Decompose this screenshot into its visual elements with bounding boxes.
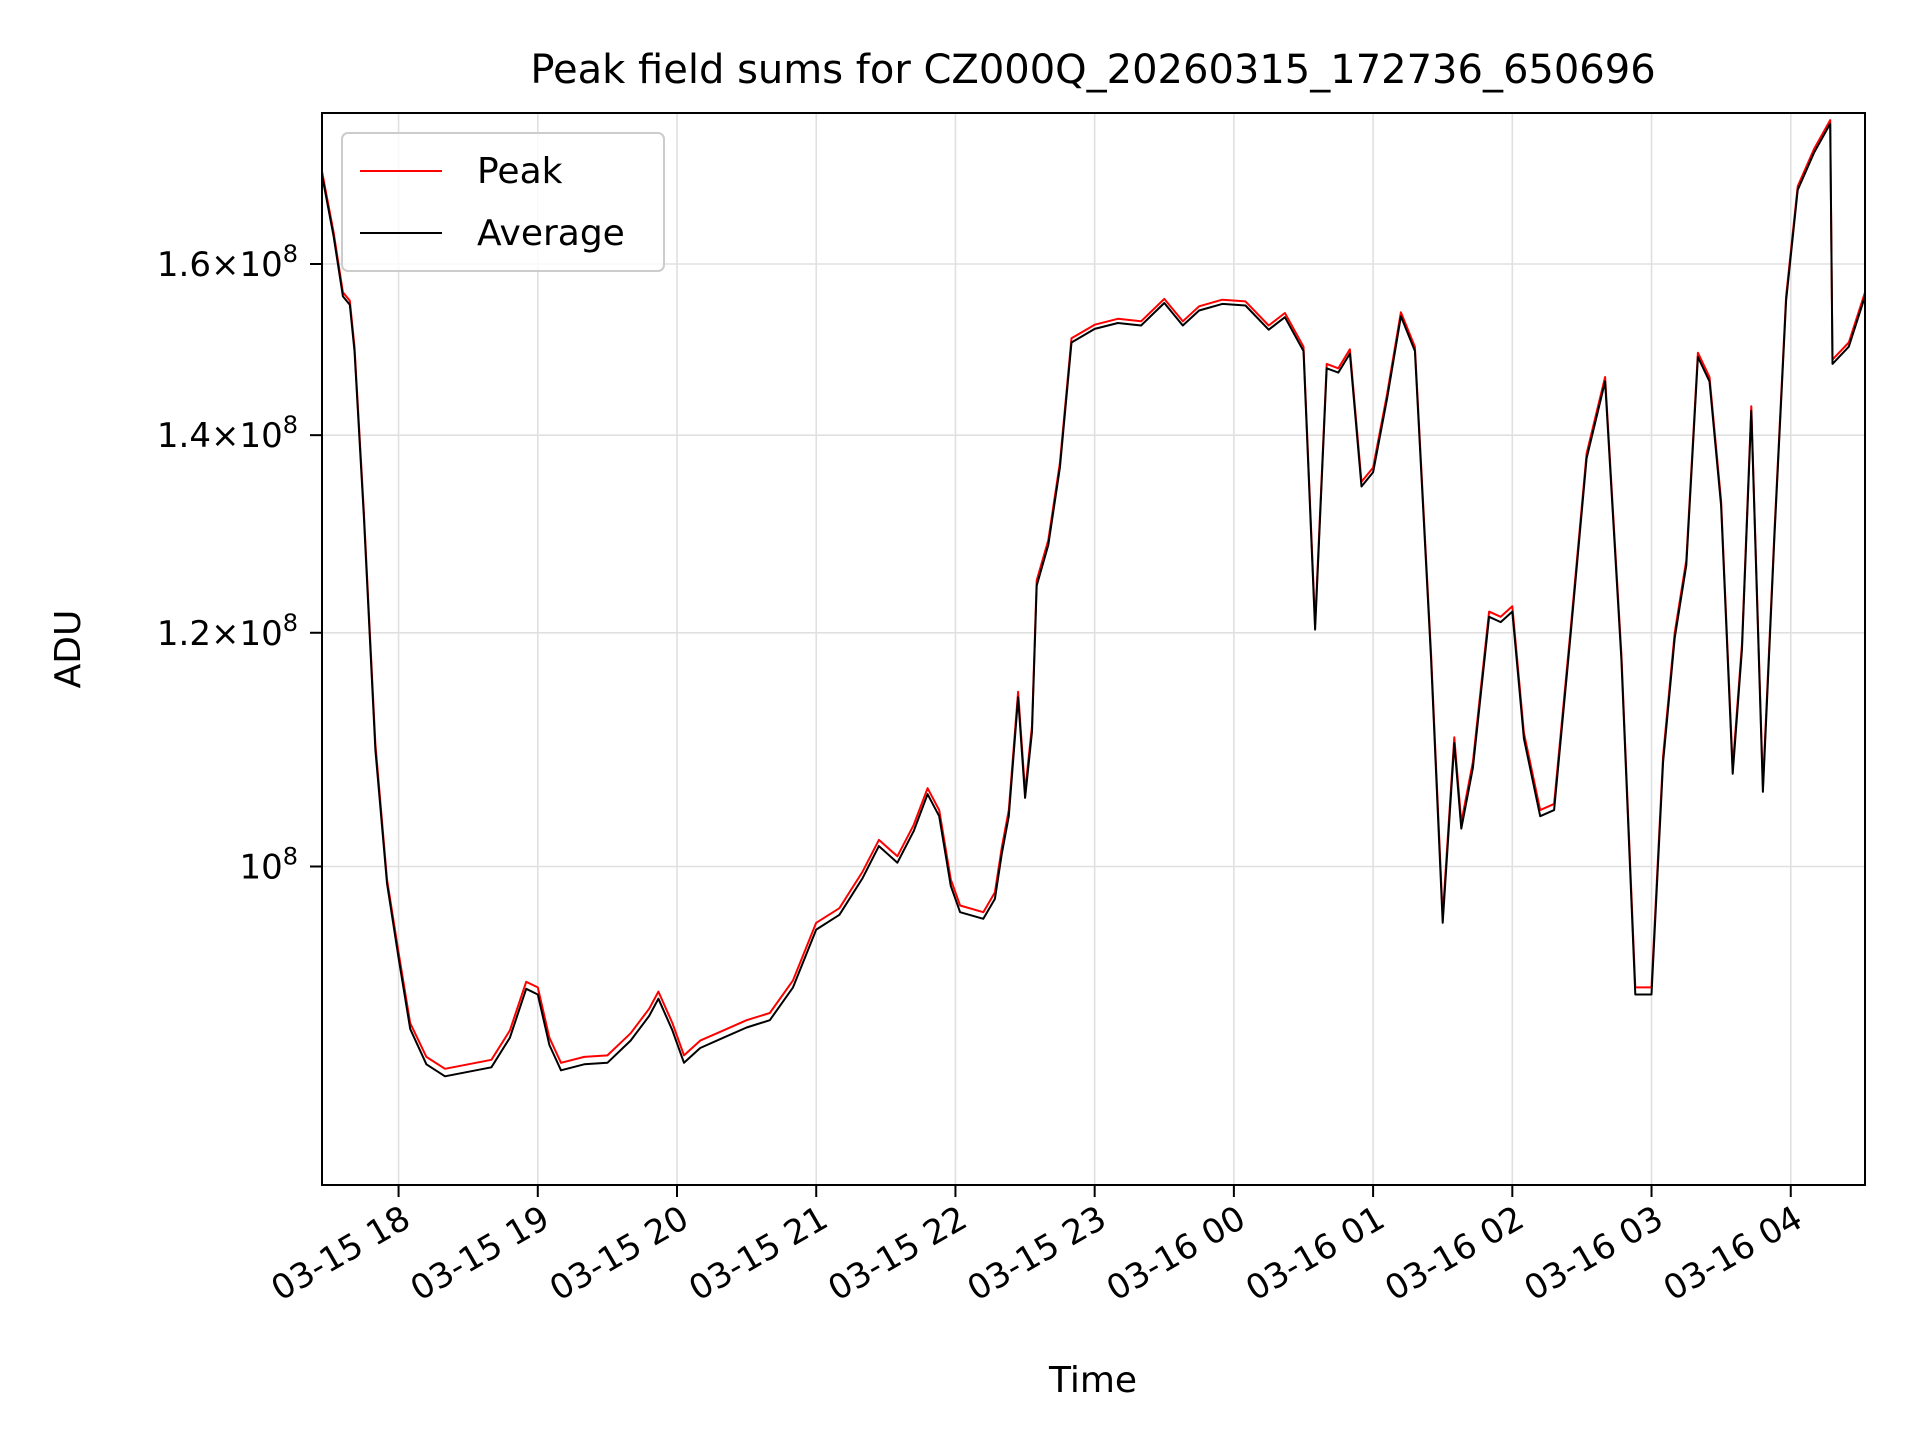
- x-axis-label: Time: [1048, 1360, 1137, 1401]
- y-axis: 108 1.2×108 1.4×108 1.6×108: [157, 240, 322, 887]
- y-tick-label: 1.2×108: [157, 609, 298, 654]
- y-axis-label: ADU: [48, 610, 89, 689]
- y-tick-label: 108: [239, 842, 298, 887]
- chart-title: Peak field sums for CZ000Q_20260315_1727…: [530, 47, 1655, 93]
- legend-label-peak: Peak: [477, 151, 563, 192]
- y-tick-label: 1.6×108: [157, 240, 298, 285]
- legend: Peak Average: [341, 132, 665, 272]
- y-tick-label: 1.4×108: [157, 411, 298, 456]
- legend-box: [341, 132, 665, 272]
- axes-frame: [321, 112, 1866, 1186]
- grid-lines: [322, 113, 1865, 1185]
- plot-area: [322, 119, 1865, 1078]
- series-line-average: [322, 122, 1865, 1078]
- legend-label-average: Average: [477, 213, 625, 254]
